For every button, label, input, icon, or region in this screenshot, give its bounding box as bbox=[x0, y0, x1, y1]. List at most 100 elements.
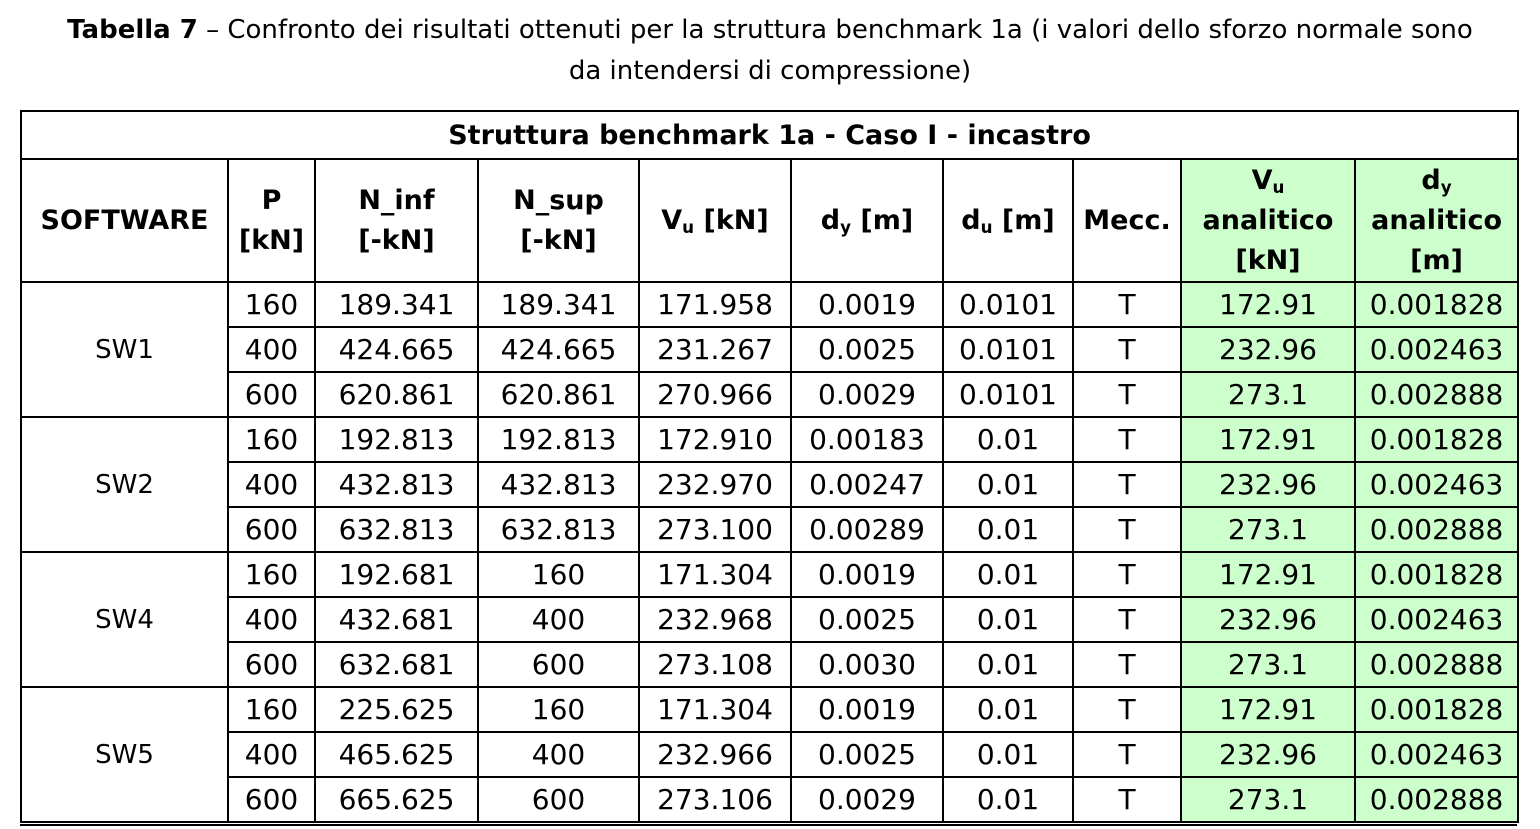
header-dy-symbol: d bbox=[820, 204, 841, 236]
cell-vu-analitico: 273.1 bbox=[1180, 776, 1356, 823]
cell-dy: 0.0019 bbox=[790, 686, 944, 733]
table-row: SW5 160 225.625 160 171.304 0.0019 0.01 T 172.91… bbox=[20, 686, 1520, 823]
cell-vu: 171.304 bbox=[638, 551, 792, 598]
cell-vu-analitico: 232.96 bbox=[1180, 731, 1356, 778]
header-dy-subscript: y bbox=[840, 216, 852, 237]
header-vu-symbol: V bbox=[661, 204, 683, 236]
header-dy-analitico-symbol: d bbox=[1421, 164, 1441, 196]
caption-line-2: da intendersi di compressione) bbox=[568, 56, 972, 86]
cell-dy: 0.0029 bbox=[790, 371, 944, 418]
cell-n-sup: 600 bbox=[477, 776, 640, 823]
table-row: 400 424.665 424.665 231.267 0.0025 0.0101 T 232… bbox=[21, 326, 1520, 373]
cell-vu: 232.966 bbox=[638, 731, 792, 778]
header-n-sup-line2: [-kN] bbox=[520, 224, 597, 256]
header-du-subscript: u bbox=[980, 216, 993, 237]
header-p-line1: P bbox=[261, 184, 282, 216]
cell-mecc: T bbox=[1072, 281, 1182, 328]
header-vu-analitico-line2: analitico bbox=[1202, 204, 1334, 236]
cell-n-inf: 432.681 bbox=[314, 596, 479, 643]
cell-dy: 0.0019 bbox=[790, 551, 944, 598]
header-dy-analitico: dy analitico [m] bbox=[1353, 158, 1520, 283]
header-vu-analitico-symbol: V bbox=[1251, 164, 1273, 196]
header-n-inf: N_inf [-kN] bbox=[314, 158, 479, 283]
cell-dy-analitico: 0.002463 bbox=[1353, 596, 1520, 643]
cell-dy-analitico: 0.002463 bbox=[1353, 461, 1520, 508]
software-cell: SW1 bbox=[20, 281, 229, 418]
cell-vu-analitico: 273.1 bbox=[1180, 506, 1356, 553]
cell-n-sup: 632.813 bbox=[477, 506, 640, 553]
cell-vu: 270.966 bbox=[638, 371, 792, 418]
cell-vu: 171.958 bbox=[638, 281, 792, 328]
header-dy: dy [m] bbox=[790, 158, 944, 283]
header-vu-unit: [kN] bbox=[694, 204, 769, 236]
cell-p: 160 bbox=[227, 281, 316, 328]
cell-p: 160 bbox=[227, 686, 316, 733]
cell-mecc: T bbox=[1072, 551, 1182, 598]
table-title: Struttura benchmark 1a - Caso I - incast… bbox=[19, 110, 1520, 160]
cell-du: 0.01 bbox=[942, 641, 1074, 688]
table-row: 400 432.813 432.813 232.970 0.00247 0.01 T 232.… bbox=[21, 461, 1520, 508]
cell-n-inf: 225.625 bbox=[314, 686, 479, 733]
cell-dy: 0.0029 bbox=[790, 776, 944, 823]
cell-dy: 0.00183 bbox=[790, 416, 944, 463]
cell-mecc: T bbox=[1072, 416, 1182, 463]
cell-vu: 231.267 bbox=[638, 326, 792, 373]
software-cell: SW4 bbox=[20, 551, 229, 688]
header-vu: Vu [kN] bbox=[638, 158, 792, 283]
header-n-inf-line1: N_inf bbox=[358, 184, 435, 216]
cell-vu: 273.100 bbox=[638, 506, 792, 553]
header-dy-analitico-line3: [m] bbox=[1410, 244, 1463, 276]
cell-dy: 0.0025 bbox=[790, 596, 944, 643]
header-dy-analitico-subscript: y bbox=[1440, 176, 1452, 197]
cell-dy-analitico: 0.001828 bbox=[1353, 281, 1520, 328]
header-software: SOFTWARE bbox=[20, 158, 229, 283]
cell-n-inf: 465.625 bbox=[314, 731, 479, 778]
header-dy-analitico-line2: analitico bbox=[1371, 204, 1502, 236]
cell-n-sup: 189.341 bbox=[477, 281, 640, 328]
cell-dy-analitico: 0.002463 bbox=[1353, 326, 1520, 373]
cell-mecc: T bbox=[1072, 776, 1182, 823]
cell-p: 400 bbox=[227, 731, 316, 778]
cell-n-inf: 424.665 bbox=[314, 326, 479, 373]
table-row: 400 465.625 400 232.966 0.0025 0.01 T 232.96 0.0… bbox=[21, 731, 1520, 778]
cell-du: 0.0101 bbox=[942, 326, 1074, 373]
cell-dy: 0.0025 bbox=[790, 326, 944, 373]
cell-vu-analitico: 172.91 bbox=[1180, 416, 1356, 463]
cell-n-sup: 600 bbox=[477, 641, 640, 688]
header-vu-analitico-subscript: u bbox=[1272, 176, 1285, 197]
cell-vu-analitico: 232.96 bbox=[1180, 461, 1356, 508]
cell-dy-analitico: 0.001828 bbox=[1353, 551, 1520, 598]
cell-dy-analitico: 0.001828 bbox=[1353, 416, 1520, 463]
cell-n-sup: 400 bbox=[477, 596, 640, 643]
cell-dy-analitico: 0.002888 bbox=[1353, 506, 1520, 553]
header-du-symbol: d bbox=[961, 204, 981, 236]
cell-dy-analitico: 0.001828 bbox=[1353, 686, 1520, 733]
cell-dy-analitico: 0.002463 bbox=[1353, 731, 1520, 778]
cell-n-inf: 189.341 bbox=[314, 281, 479, 328]
cell-dy: 0.0030 bbox=[790, 641, 944, 688]
cell-p: 600 bbox=[227, 776, 316, 823]
cell-n-inf: 432.813 bbox=[314, 461, 479, 508]
header-du-unit: [m] bbox=[992, 204, 1055, 236]
header-dy-unit: [m] bbox=[851, 204, 914, 236]
cell-dy-analitico: 0.002888 bbox=[1353, 371, 1520, 418]
header-vu-analitico: Vu analitico [kN] bbox=[1180, 158, 1356, 283]
header-vu-analitico-line3: [kN] bbox=[1235, 244, 1301, 276]
cell-vu: 273.108 bbox=[638, 641, 792, 688]
cell-n-sup: 620.861 bbox=[477, 371, 640, 418]
header-n-sup: N_sup [-kN] bbox=[477, 158, 640, 283]
header-mecc: Mecc. bbox=[1072, 158, 1182, 283]
cell-vu-analitico: 232.96 bbox=[1180, 326, 1356, 373]
cell-dy: 0.0019 bbox=[790, 281, 944, 328]
table-row: 400 432.681 400 232.968 0.0025 0.01 T 232.96 0.0… bbox=[21, 596, 1520, 643]
cell-p: 600 bbox=[227, 371, 316, 418]
cell-n-inf: 632.813 bbox=[314, 506, 479, 553]
cell-mecc: T bbox=[1072, 641, 1182, 688]
caption-text-1: – Confronto dei risultati ottenuti per l… bbox=[206, 15, 1473, 45]
cell-vu: 171.304 bbox=[638, 686, 792, 733]
header-p-line2: [kN] bbox=[238, 224, 305, 256]
header-du: du [m] bbox=[942, 158, 1074, 283]
cell-du: 0.01 bbox=[942, 551, 1074, 598]
cell-p: 400 bbox=[227, 326, 316, 373]
header-p: P [kN] bbox=[227, 158, 316, 283]
